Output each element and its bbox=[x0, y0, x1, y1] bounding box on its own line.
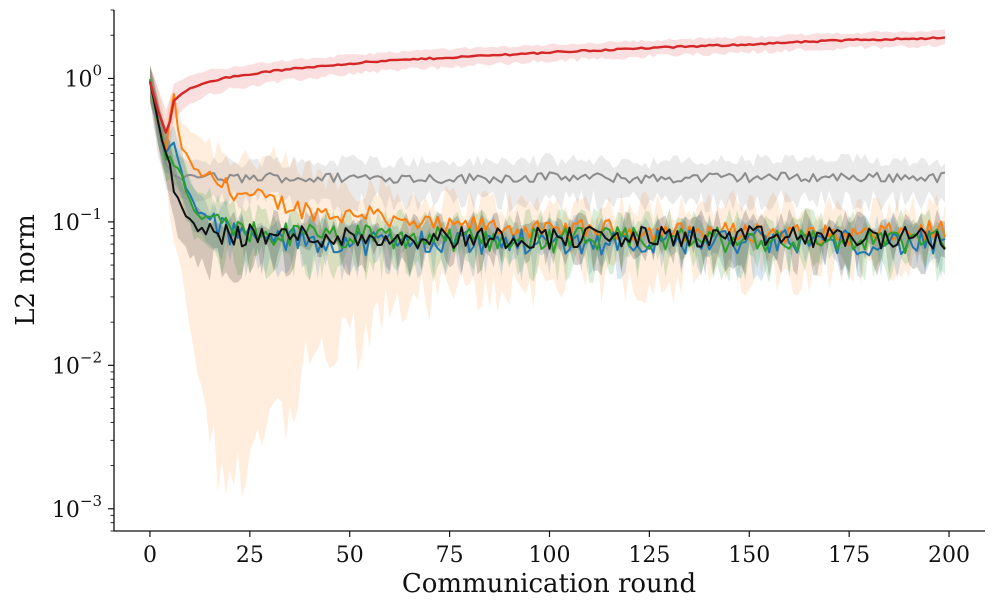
band-green bbox=[150, 65, 945, 284]
y-axis-title: L2 norm bbox=[11, 214, 41, 326]
series-line-orange bbox=[149, 80, 946, 247]
series-lines bbox=[148, 36, 946, 257]
x-tick-label: 125 bbox=[628, 543, 670, 568]
x-tick-label: 75 bbox=[436, 543, 464, 568]
x-tick-label: 0 bbox=[143, 543, 157, 568]
x-tick-label: 200 bbox=[928, 543, 970, 568]
series-line-black bbox=[149, 81, 946, 250]
y-ticks: 10−3 10−2 10−1 100 bbox=[52, 9, 114, 532]
y-tick-label: 100 bbox=[64, 61, 102, 92]
series-line-red bbox=[148, 36, 946, 134]
y-tick-label: 10−3 bbox=[52, 492, 102, 523]
series-line-gray bbox=[149, 80, 946, 185]
band-red bbox=[150, 29, 945, 154]
x-axis-title: Communication round bbox=[402, 569, 696, 599]
band-gray bbox=[150, 63, 945, 213]
y-tick-label: 10−2 bbox=[52, 348, 102, 379]
x-tick-label: 175 bbox=[828, 543, 870, 568]
band-orange bbox=[150, 66, 945, 498]
x-ticks: 0 25 50 75 100 125 150 175 200 bbox=[143, 531, 970, 568]
y-tick-label: 10−1 bbox=[52, 205, 102, 236]
x-tick-label: 50 bbox=[336, 543, 364, 568]
x-tick-label: 25 bbox=[236, 543, 264, 568]
x-tick-label: 100 bbox=[529, 543, 571, 568]
x-tick-label: 150 bbox=[728, 543, 770, 568]
uncertainty-bands bbox=[150, 29, 945, 498]
